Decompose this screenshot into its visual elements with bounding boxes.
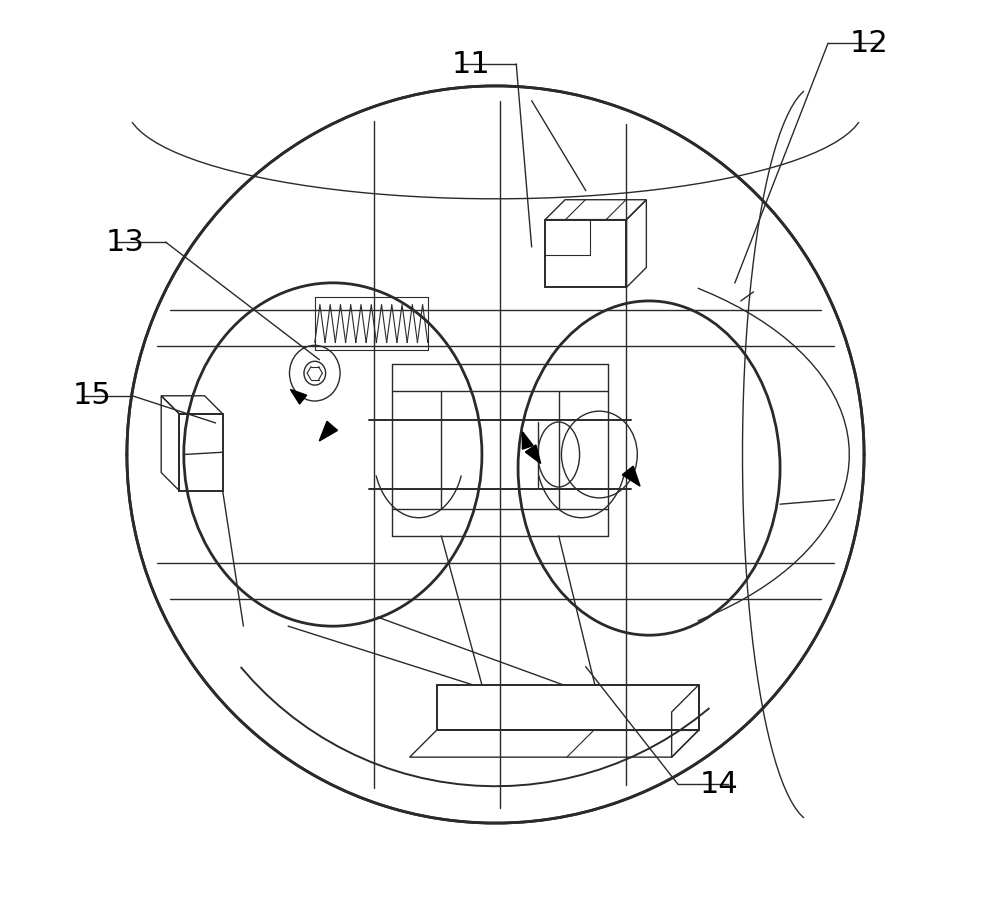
Text: 13: 13 — [106, 227, 145, 256]
Polygon shape — [319, 422, 338, 441]
Text: 14: 14 — [699, 770, 738, 799]
Text: 15: 15 — [72, 381, 111, 410]
Polygon shape — [290, 389, 307, 405]
Text: 11: 11 — [452, 50, 490, 79]
Polygon shape — [525, 445, 541, 464]
Polygon shape — [622, 466, 640, 486]
Polygon shape — [522, 432, 533, 449]
Text: 12: 12 — [849, 29, 888, 58]
